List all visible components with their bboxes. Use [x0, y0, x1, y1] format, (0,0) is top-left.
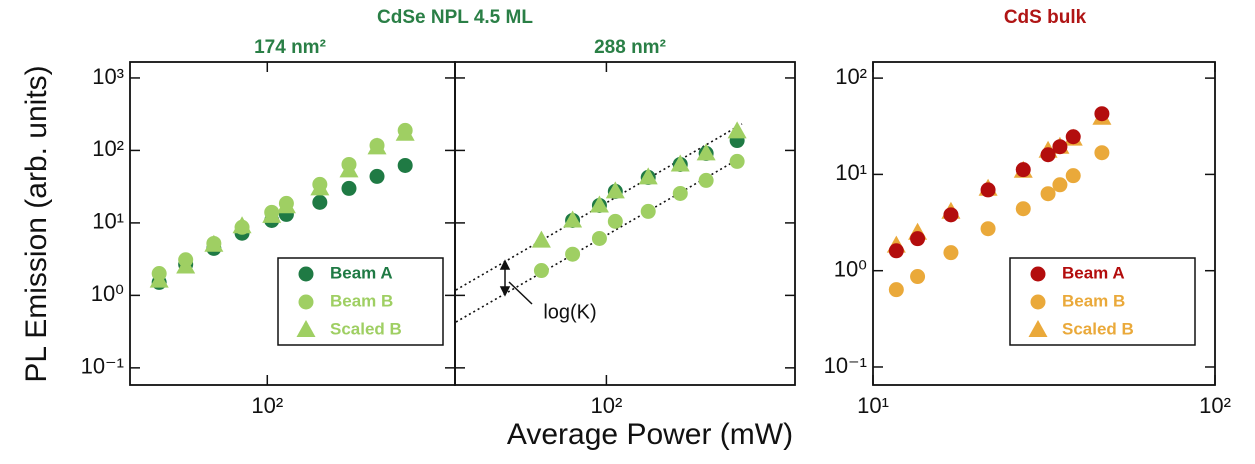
y-tick-label: 10¹ [835, 160, 867, 185]
group-title: CdSe NPL 4.5 ML [377, 7, 533, 28]
marker-circle [1065, 129, 1081, 145]
panel-title: 174 nm² [254, 37, 326, 58]
marker-triangle [276, 196, 296, 214]
x-tick-label: 10² [591, 393, 623, 418]
marker-circle [698, 172, 714, 188]
panel-title: CdS bulk [1004, 7, 1087, 28]
marker-triangle [531, 230, 551, 248]
marker-triangle [589, 195, 609, 213]
marker-triangle [176, 256, 196, 274]
marker-circle [1040, 186, 1056, 202]
y-tick-label: 10⁻¹ [81, 354, 124, 379]
marker-circle [980, 221, 996, 237]
k-arrow [499, 259, 533, 305]
marker-circle [980, 182, 996, 198]
panel-title: 288 nm² [594, 37, 666, 58]
marker-circle [1052, 177, 1068, 193]
marker-triangle [232, 216, 252, 234]
legend-marker [1028, 320, 1048, 337]
marker-triangle [395, 123, 415, 141]
plot-frame [872, 61, 1216, 386]
legend-label: Beam B [330, 291, 393, 310]
marker-circle [943, 245, 959, 261]
marker-circle [910, 269, 926, 285]
marker-triangle [670, 154, 690, 172]
marker-circle [888, 282, 904, 298]
marker-circle [397, 157, 413, 173]
marker-circle [729, 153, 745, 169]
pointer-line [508, 281, 533, 305]
marker-triangle [339, 160, 359, 178]
marker-circle [312, 194, 328, 210]
marker-circle [565, 246, 581, 262]
legend-marker [1030, 266, 1046, 282]
marker-triangle [727, 121, 747, 139]
y-tick-label: 10⁰ [91, 281, 124, 306]
y-tick-label: 10¹ [92, 209, 124, 234]
y-axis-label: PL Emission (arb. units) [20, 65, 53, 382]
marker-circle [1015, 201, 1031, 217]
arrow-head [499, 259, 511, 270]
x-axis-label: Average Power (mW) [507, 418, 793, 451]
legend-marker [298, 266, 314, 282]
x-tick-label: 10² [1199, 393, 1231, 418]
marker-circle [591, 230, 607, 246]
marker-circle [1094, 145, 1110, 161]
marker-circle [910, 231, 926, 247]
marker-circle [888, 243, 904, 259]
legend: Beam A Beam B Scaled B [277, 257, 444, 346]
marker-circle [1040, 147, 1056, 163]
legend-marker [1030, 294, 1046, 310]
legend-label: Scaled B [330, 319, 402, 338]
legend-marker [296, 320, 316, 337]
marker-circle [1094, 106, 1110, 122]
marker-triangle [638, 167, 658, 185]
marker-circle [533, 263, 549, 279]
y-tick-label: 10³ [92, 64, 124, 89]
marker-circle [672, 185, 688, 201]
marker-triangle [149, 270, 169, 288]
x-tick-label: 10¹ [857, 393, 889, 418]
marker-circle [341, 180, 357, 196]
marker-triangle [367, 137, 387, 155]
y-tick-label: 10⁰ [834, 257, 867, 282]
marker-circle [943, 207, 959, 223]
y-tick-label: 10⁻¹ [824, 353, 867, 378]
marker-triangle [204, 234, 224, 252]
marker-triangle [696, 143, 716, 161]
legend: Beam A Beam B Scaled B [1009, 257, 1196, 346]
y-tick-label: 10² [835, 64, 867, 89]
marker-circle [607, 213, 623, 229]
arrow-head [499, 286, 511, 297]
marker-triangle [310, 178, 330, 196]
legend-label: Beam A [1062, 263, 1125, 282]
legend-label: Beam A [330, 263, 393, 282]
legend-label: Scaled B [1062, 319, 1134, 338]
marker-circle [1015, 162, 1031, 178]
x-tick-label: 10² [251, 393, 283, 418]
marker-circle [1052, 139, 1068, 155]
legend-label: Beam B [1062, 291, 1125, 310]
marker-circle [640, 203, 656, 219]
annotation: log(K) [543, 301, 596, 323]
marker-triangle [262, 205, 282, 223]
legend-marker [298, 294, 314, 310]
marker-triangle [605, 181, 625, 199]
plot-frame [454, 61, 796, 386]
marker-circle [369, 168, 385, 184]
marker-triangle [563, 210, 583, 228]
y-tick-label: 10² [92, 136, 124, 161]
marker-circle [1065, 168, 1081, 184]
